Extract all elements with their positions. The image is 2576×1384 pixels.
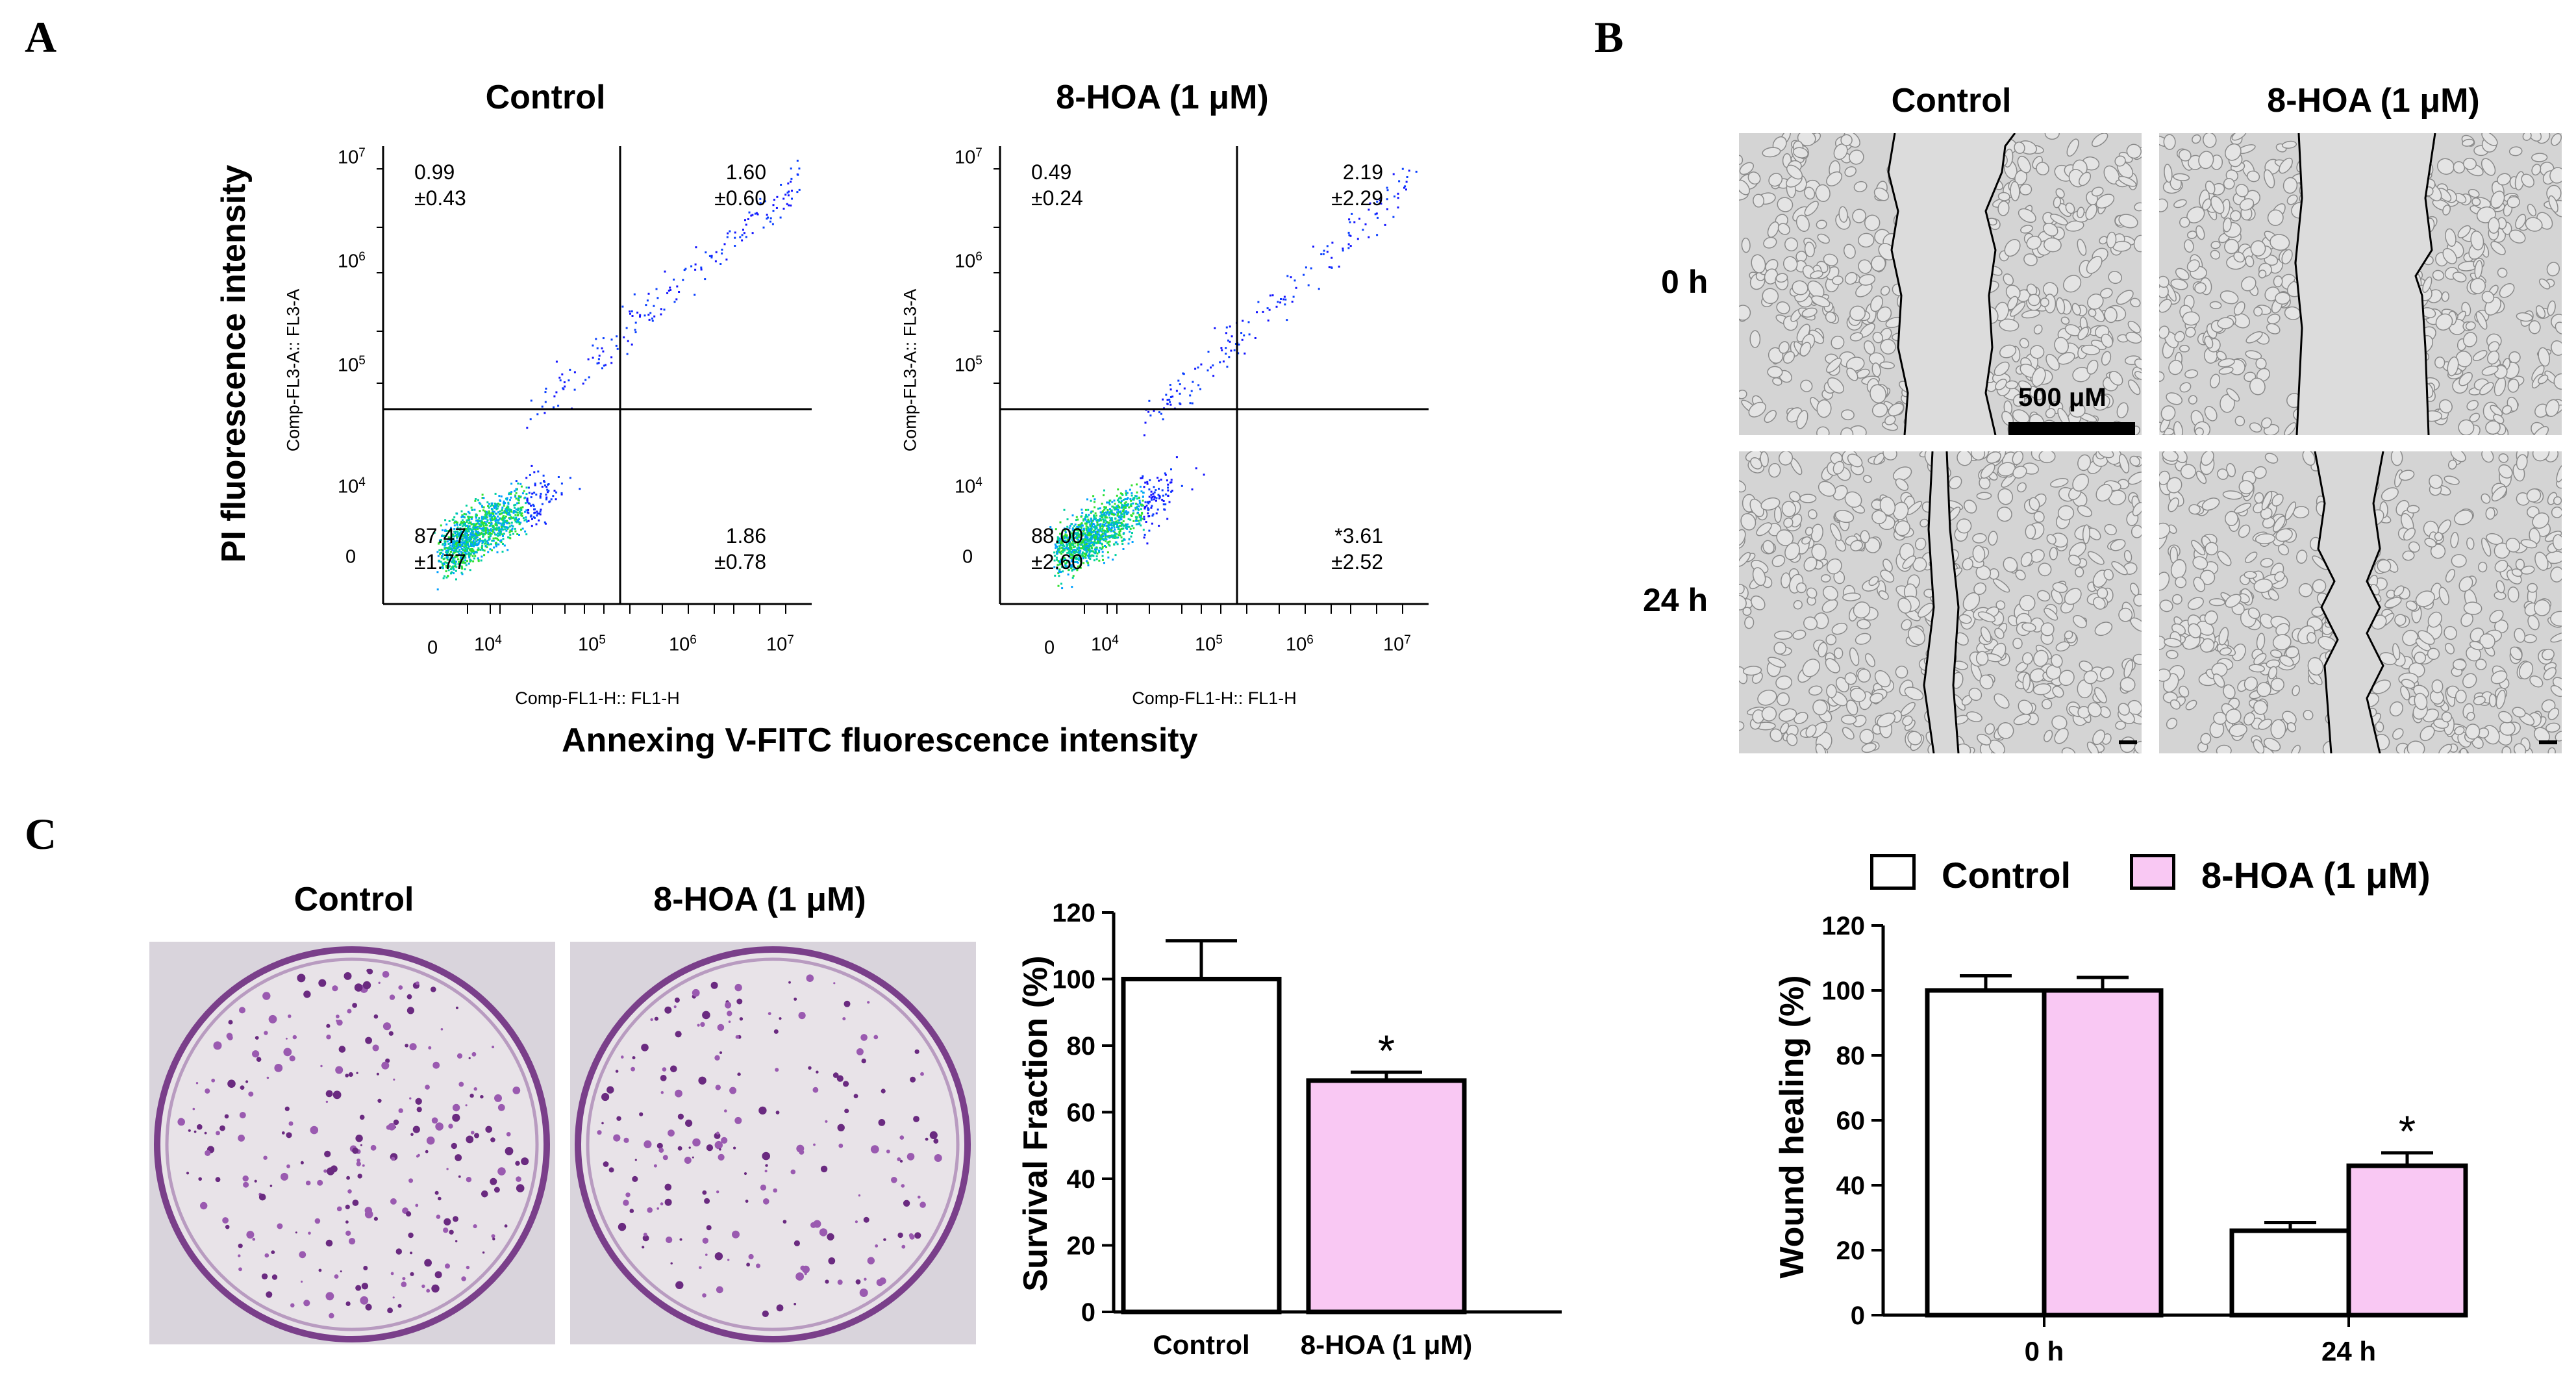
y-tick: 104 — [955, 475, 982, 497]
micrograph-8hoa-0h — [2159, 133, 2562, 435]
quadrant-upper-right: 2.19 ±2.29 — [1331, 160, 1383, 210]
micrograph-8hoa-24h — [2159, 451, 2562, 753]
x-tick: 104 — [474, 633, 502, 655]
dish-title-8hoa: 8-HOA (1 μM) — [653, 881, 866, 918]
x-tick: 105 — [1195, 633, 1223, 655]
legend-label-control: Control — [1942, 855, 2071, 896]
y-tick: 106 — [338, 250, 366, 272]
legend-label-8hoa: 8-HOA (1 μM) — [2201, 855, 2431, 896]
bar — [2042, 988, 2164, 1318]
flow-y-axis-label: PI fluorescence intensity — [214, 136, 253, 591]
significance-mark: * — [2399, 1107, 2416, 1156]
flow-plot-title: Control — [485, 79, 606, 116]
x-tick: 104 — [1091, 633, 1119, 655]
dot-cloud — [1049, 168, 1418, 590]
significance-mark: * — [1378, 1026, 1395, 1076]
y-tick-label: 60 — [1067, 1099, 1096, 1127]
y-tick-label: 80 — [1836, 1042, 1866, 1070]
bar — [1925, 988, 2047, 1318]
quadrant-lower-right: 1.86 ±0.78 — [714, 524, 766, 573]
bar — [1121, 977, 1282, 1315]
dish-title-control: Control — [294, 881, 414, 918]
y-tick: 105 — [338, 354, 366, 376]
y-tick: 105 — [955, 354, 982, 376]
wound-row-label-24h: 24 h — [1643, 582, 1708, 618]
legend-swatch-control — [1870, 854, 1916, 890]
flow-x-axis-caption: Comp-FL1-H:: FL1-H — [1132, 688, 1297, 708]
y-tick: 0 — [962, 546, 973, 568]
y-tick: 107 — [955, 146, 982, 168]
x-tick: 107 — [1383, 633, 1411, 655]
x-tick: 106 — [1286, 633, 1314, 655]
x-tick: 105 — [578, 633, 606, 655]
y-tick-label: 0 — [1081, 1298, 1095, 1327]
panel-letter-a: A — [25, 12, 57, 62]
bar — [1306, 1078, 1467, 1315]
quadrant-upper-right: 1.60 ±0.60 — [714, 160, 766, 210]
quadrant-upper-left: 0.99 ±0.43 — [414, 160, 466, 210]
y-tick-label: 120 — [1052, 899, 1095, 927]
micrograph-control-0h: 500 μM — [1739, 133, 2142, 435]
micrograph-control-24h — [1739, 451, 2142, 753]
wound-row-label-0h: 0 h — [1661, 264, 1708, 300]
y-tick-label: 40 — [1836, 1172, 1866, 1200]
flow-plot-title: 8-HOA (1 μM) — [1056, 79, 1269, 116]
y-tick-label: 100 — [1052, 966, 1095, 994]
x-tick: 107 — [766, 633, 794, 655]
flow-x-axis-caption: Comp-FL1-H:: FL1-H — [515, 688, 680, 708]
flow-plot-control: Control Comp-FL3-A:: FL3-A Comp-FL1-H:: … — [266, 78, 851, 727]
y-tick: 104 — [338, 475, 366, 497]
x-tick-label: 8-HOA (1 μM) — [1301, 1329, 1472, 1360]
y-tick-label: 120 — [1821, 912, 1865, 940]
x-tick: 0 — [427, 637, 438, 659]
flow-plot-frame — [377, 146, 812, 614]
flow-x-axis-label: Annexing V-FITC fluorescence intensity — [562, 722, 1198, 759]
wound-col-title-8hoa: 8-HOA (1 μM) — [2267, 82, 2480, 120]
flow-plot-frame — [994, 146, 1429, 614]
flow-y-label-text: PI fluorescence intensity — [215, 164, 253, 563]
quadrant-lower-right: *3.61 ±2.52 — [1331, 524, 1383, 573]
bar — [2229, 1228, 2351, 1318]
wound-bar-chart: Wound healing (%) Control 8-HOA (1 μM) 0… — [1753, 838, 2571, 1383]
colony-dish-8hoa — [570, 942, 976, 1344]
x-tick: 106 — [669, 633, 697, 655]
flow-plot-8hoa: 8-HOA (1 μM) Comp-FL3-A:: FL3-A Comp-FL1… — [883, 78, 1468, 727]
survival-bar-chart: Survival Fraction (%) 0 20 40 60 80 100 120 Con… — [1007, 896, 1591, 1383]
quadrant-lower-left: 88.00 ±2.60 — [1031, 524, 1084, 573]
scale-bar-label: 500 μM — [2018, 383, 2107, 412]
bar — [2346, 1163, 2468, 1318]
y-tick-label: 60 — [1836, 1107, 1866, 1135]
dot-cloud — [433, 159, 801, 591]
x-tick-label: 24 h — [2321, 1336, 2376, 1366]
y-tick: 107 — [338, 146, 366, 168]
scale-bar — [2008, 422, 2135, 435]
y-tick-label: 20 — [1067, 1232, 1096, 1261]
x-tick-label: Control — [1153, 1329, 1249, 1360]
quadrant-lower-left: 87.47 ±1.77 — [414, 524, 467, 573]
y-tick-label: 80 — [1067, 1032, 1096, 1061]
y-tick-label: 40 — [1067, 1165, 1096, 1194]
colony-dish-control — [149, 942, 555, 1344]
panel-letter-c: C — [25, 809, 57, 859]
y-tick-label: 100 — [1821, 977, 1865, 1005]
x-tick: 0 — [1044, 637, 1055, 659]
y-tick-label: 20 — [1836, 1237, 1866, 1265]
x-tick-label: 0 h — [2025, 1336, 2064, 1366]
legend-swatch-8hoa — [2130, 854, 2175, 890]
y-tick-label: 0 — [1851, 1302, 1865, 1330]
y-tick: 0 — [345, 546, 356, 568]
y-tick: 106 — [955, 250, 982, 272]
wound-col-title-control: Control — [1891, 82, 2012, 120]
quadrant-upper-left: 0.49 ±0.24 — [1031, 160, 1083, 210]
panel-letter-b: B — [1594, 12, 1624, 62]
